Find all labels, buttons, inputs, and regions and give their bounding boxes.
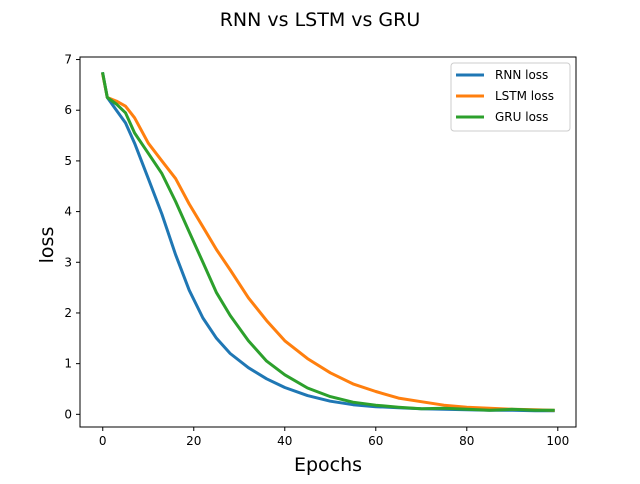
legend-label-2: GRU loss: [495, 110, 548, 124]
axes-layer: 0 20 40 60 80 100 0 1 2 3 4 5 6 7: [64, 53, 577, 448]
legend: RNN loss LSTM loss GRU loss: [450, 62, 571, 132]
plot-frame: [79, 56, 577, 428]
x-tick-label: 100: [546, 434, 569, 448]
y-tick-label: 5: [64, 154, 72, 168]
x-axis-label: Epochs: [294, 454, 362, 476]
y-axis-label: loss: [36, 227, 58, 264]
legend-label-0: RNN loss: [495, 68, 548, 82]
y-tick-label: 2: [64, 306, 72, 320]
series-line-1: [101, 72, 555, 412]
y-tick-label: 7: [64, 53, 72, 67]
x-tick-label: 60: [368, 434, 383, 448]
y-tick-label: 3: [64, 255, 72, 269]
y-tick-label: 4: [64, 205, 72, 219]
legend-label-1: LSTM loss: [495, 89, 554, 103]
x-tick-label: 80: [459, 434, 474, 448]
y-tick-label: 6: [64, 103, 72, 117]
legend-box: [450, 62, 571, 132]
chart-title: RNN vs LSTM vs GRU: [220, 9, 421, 31]
y-tick-label: 1: [64, 357, 72, 371]
series-layer: [101, 71, 555, 413]
x-tick-label: 40: [277, 434, 292, 448]
x-tick-label: 20: [186, 434, 201, 448]
y-tick-label: 0: [64, 407, 72, 421]
x-tick-label: 0: [99, 434, 107, 448]
series-line-2: [101, 71, 555, 412]
